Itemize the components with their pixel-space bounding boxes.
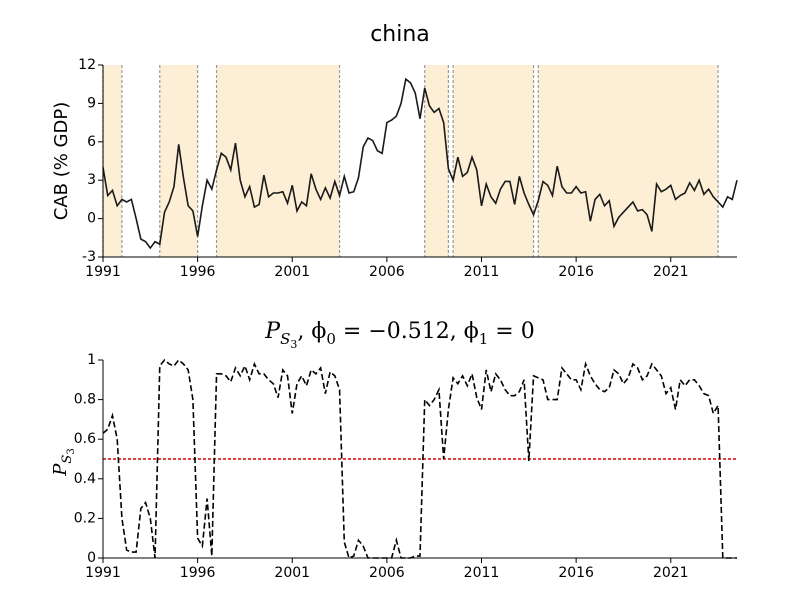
title-part: 1 bbox=[479, 330, 489, 348]
x-tick-label: 2011 bbox=[464, 565, 500, 581]
regime-band bbox=[103, 65, 122, 257]
y-tick-label: -3 bbox=[82, 249, 96, 265]
y-tick-label: 0.4 bbox=[74, 471, 96, 487]
regime-band bbox=[424, 65, 449, 257]
y-axis-label: PS3 bbox=[50, 448, 77, 476]
y-tick-label: 3 bbox=[87, 172, 96, 188]
x-tick-label: 1991 bbox=[85, 565, 121, 581]
x-tick-label: 2011 bbox=[464, 264, 500, 280]
y-tick-label: 1 bbox=[87, 352, 96, 368]
title-part: = −0.512, ϕ bbox=[336, 319, 479, 344]
x-tick-label: 2006 bbox=[369, 264, 405, 280]
x-tick-label: 1996 bbox=[180, 264, 216, 280]
y-tick-label: 0.2 bbox=[74, 510, 96, 526]
title-part: , ϕ bbox=[297, 319, 326, 344]
y-axis-label: CAB (% GDP) bbox=[51, 102, 72, 221]
title-part: 3 bbox=[290, 338, 297, 351]
title-part: S bbox=[280, 330, 290, 348]
x-tick-label: 2016 bbox=[558, 565, 594, 581]
y-tick-label: 0 bbox=[87, 211, 96, 227]
label-part: P bbox=[50, 463, 71, 477]
y-tick-label: 0.8 bbox=[74, 392, 96, 408]
x-tick-label: 1991 bbox=[85, 264, 121, 280]
regime-band bbox=[453, 65, 534, 257]
y-tick-label: 9 bbox=[87, 95, 96, 111]
regime-band bbox=[159, 65, 198, 257]
label-part: S bbox=[60, 455, 75, 464]
title-part: 0 bbox=[326, 330, 336, 348]
label-part: 3 bbox=[66, 448, 77, 454]
y-tick-label: 0 bbox=[87, 550, 96, 566]
x-tick-label: 2021 bbox=[653, 264, 689, 280]
regime-band bbox=[216, 65, 340, 257]
x-tick-label: 2006 bbox=[369, 565, 405, 581]
chart-title: PS3, ϕ0 = −0.512, ϕ1 = 0 bbox=[264, 319, 534, 351]
x-tick-label: 2016 bbox=[558, 264, 594, 280]
x-tick-label: 2001 bbox=[274, 264, 310, 280]
title-part: P bbox=[264, 319, 281, 344]
y-tick-label: 0.6 bbox=[74, 431, 96, 447]
y-tick-label: 12 bbox=[78, 57, 96, 73]
regime-band bbox=[538, 65, 719, 257]
data-line bbox=[102, 77, 738, 250]
title-part: = 0 bbox=[488, 319, 534, 344]
data-line bbox=[102, 358, 737, 560]
x-tick-label: 1996 bbox=[180, 565, 216, 581]
y-tick-label: 6 bbox=[87, 134, 96, 150]
chart-title: china bbox=[370, 22, 430, 47]
x-tick-label: 2021 bbox=[653, 565, 689, 581]
x-tick-label: 2001 bbox=[274, 565, 310, 581]
